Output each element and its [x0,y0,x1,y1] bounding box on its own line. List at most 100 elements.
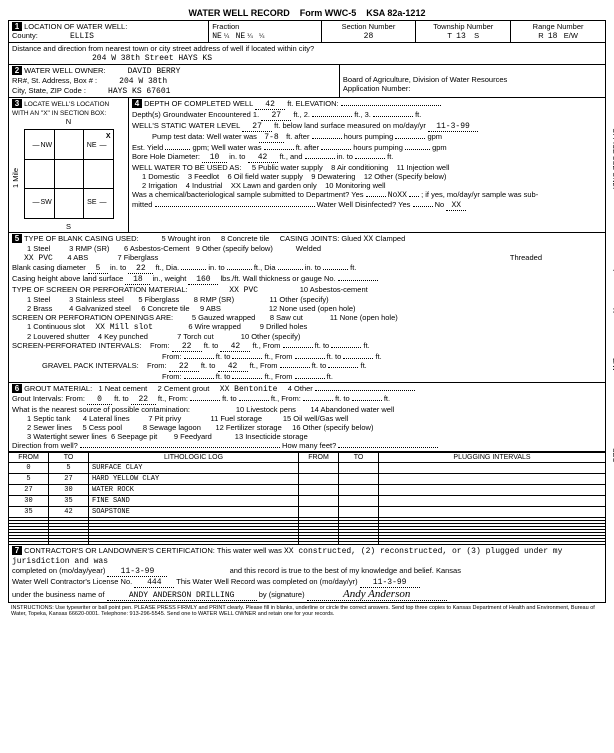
log-to-header: TO [49,453,89,463]
bore-ft2: ft. [387,152,393,161]
township-num: 13 [456,32,466,41]
n11: 11 Fuel storage [210,414,262,423]
depth-value: 42 [255,99,285,110]
open-label: SCREEN OR PERFORATION OPENINGS ARE: [12,313,173,322]
s4: 4 Galvanized steel [69,304,131,313]
gravel-from: 22 [179,362,189,371]
bore-ft: ft., and [280,152,303,161]
gw1-value: 27 [271,111,281,120]
perf-to: 42 [231,342,241,351]
comp-date: 11-3-99 [121,567,155,576]
form-title-row: WATER WELL RECORD Form WWC-5 KSA 82a-121… [8,8,606,18]
log-row: 3035FINE SAND [9,496,606,507]
to-label: ft. to [204,341,219,350]
sec1-label: LOCATION OF WATER WELL: [24,22,127,31]
completed-label: completed on (mo/day/year) [12,566,105,575]
screen-xx: XX PVC [229,286,258,295]
n16: 16 Other (specify below) [292,423,373,432]
ft-end4: ft. [327,372,333,381]
est-gpm2: gpm [432,143,447,152]
c1: 1 Steel [27,244,50,253]
use4: 4 Industrial [186,181,223,190]
ft-end3: ft. [361,361,367,370]
compass-s: S [12,222,125,231]
o11: 11 None (open hole) [330,313,398,322]
perf-label: SCREEN-PERFORATED INTERVALS: [12,341,142,350]
c4: 4 ABS [67,253,88,262]
range-ew: E/W [564,31,578,40]
est-label: Est. Yield [132,143,163,152]
ft-to1: ft. to [315,341,330,350]
gto: 22 [139,395,149,404]
cxx: XX PVC [24,254,53,263]
o6: 6 Wire wrapped [188,322,241,331]
use2: 2 Irrigation [142,181,177,190]
range-label: Range Number [533,22,584,31]
threaded: Threaded [510,253,542,262]
fraction-label: Fraction [212,22,239,31]
ft-from2: ft., From [265,352,293,361]
sec3-label: LOCATE WELL'S LOCATION WITH AN "X" IN SE… [12,101,109,117]
record-label: and this record is true to the best of m… [230,566,461,575]
o2: 2 Louvered shutter [27,332,90,341]
n4: 4 Lateral lines [83,414,130,423]
chem-label: Was a chemical/bacteriological sample su… [132,190,364,199]
o8: 8 Saw cut [270,313,303,322]
grid-ne: NE [87,142,97,149]
joints-label: CASING JOINTS: Glued [280,234,362,243]
section-3-4: 3 LOCATE WELL'S LOCATION WITH AN "X" IN … [8,98,606,233]
g4: 4 Other [288,384,313,393]
diam-depth: 22 [136,264,146,273]
sec-num-3: 3 [12,99,22,108]
contam-label: What is the nearest source of possible c… [12,405,190,414]
address-value: 204 W 38th Street HAYS KS [92,54,212,63]
owner-city: HAYS KS 67601 [108,87,170,96]
log-row: 05SURFACE CLAY [9,463,606,474]
board-label: Board of Agriculture, Division of Water … [343,75,507,84]
s8: 8 RMP (SR) [194,295,234,304]
rec-date-label: This Water Well Record was completed on … [176,577,357,586]
gft-to2: ft. to [335,394,350,403]
from-label4: From: [162,372,182,381]
signature: Andy Anderson [343,588,410,600]
ft-end2: ft. [375,352,381,361]
height-label: Casing height above land surface [12,274,123,283]
o7: 7 Torch cut [177,332,214,341]
s5: 5 Fiberglass [138,295,179,304]
log-to2-header: TO [339,453,379,463]
ft-from4: ft., From [265,372,293,381]
s10: 10 Asbestos-cement [300,285,368,294]
c9: 9 Other (specify below) [196,244,273,253]
log-row: 527HARD YELLOW CLAY [9,474,606,485]
n5: 5 Cess pool [82,423,122,432]
n3: 3 Watertight sewer lines [27,432,107,441]
chem-no: NoXX [388,191,407,200]
lithologic-log-table: FROM TO LITHOLOGIC LOG FROM TO PLUGGING … [8,452,606,545]
ft-end1: ft. [363,341,369,350]
s9: 9 ABS [200,304,221,313]
use3: 3 Feedlot [188,172,219,181]
s12: 12 None used (open hole) [269,304,356,313]
s11: 11 Other (specify) [270,295,329,304]
bore-to: in. to [229,152,245,161]
est-gpm: gpm; Well water was [192,143,261,152]
n8: 8 Sewage lagoon [143,423,201,432]
elev-label: ft. ELEVATION: [287,99,338,108]
to-label3: ft. to [201,361,216,370]
frac1: NE [212,32,222,41]
rec-date: 11-3-99 [373,578,407,587]
static-value: 27 [252,122,262,131]
gft2: ft., From: [271,394,301,403]
section-2: 2 WATER WELL OWNER: DAVID BERRY RR#, St.… [8,65,606,98]
bore-label: Bore Hole Diameter: [132,152,200,161]
use8: 8 Air conditioning [331,163,388,172]
grid-se: SE [87,199,96,206]
pump-hours: hours pumping [344,132,394,141]
c3: 3 RMP (SR) [69,244,109,253]
diam-ft3: ft. [350,263,356,272]
frac2: NE [236,32,246,41]
sec-num-1: 1 [12,22,22,31]
log-from-header: FROM [9,453,49,463]
form-number: Form WWC-5 [300,8,357,18]
bus-label: under the business name of [12,590,105,599]
